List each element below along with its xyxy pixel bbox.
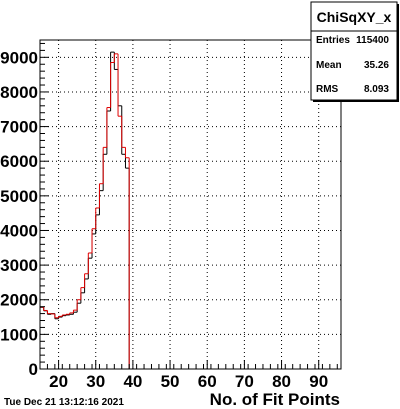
y-tick-label-4: 4000 [0, 221, 38, 240]
y-tick-label-9: 9000 [0, 48, 38, 67]
y-tick-label-0: 0 [29, 360, 38, 379]
stats-value-mean: 35.26 [364, 60, 389, 71]
x-tick-label-0: 20 [49, 372, 68, 391]
stats-label-mean: Mean [316, 60, 342, 71]
y-tick-label-6: 6000 [0, 152, 38, 171]
x-tick-labels: 20 30 40 50 60 70 80 90 [49, 372, 328, 391]
x-tick-label-5: 70 [235, 372, 254, 391]
stats-label-entries: Entries [316, 35, 350, 46]
y-tick-labels: 0 1000 2000 3000 4000 5000 6000 7000 8000 9000 [0, 48, 38, 379]
x-axis-title: No. of Fit Points [210, 390, 340, 409]
x-tick-label-4: 60 [198, 372, 217, 391]
x-tick-label-6: 80 [272, 372, 291, 391]
stats-box-title: ChiSqXY_x [317, 9, 392, 25]
grid [40, 40, 341, 369]
timestamp: Tue Dec 21 13:12:16 2021 [4, 397, 124, 408]
axis-ticks [39, 42, 338, 370]
x-tick-label-1: 30 [86, 372, 105, 391]
y-tick-label-8: 8000 [0, 83, 38, 102]
y-tick-label-2: 2000 [0, 291, 38, 310]
stats-value-entries: 115400 [356, 35, 389, 46]
stats-box-shadow-bottom [313, 100, 399, 102]
y-tick-label-7: 7000 [0, 118, 38, 137]
x-tick-label-7: 90 [309, 372, 328, 391]
stats-label-rms: RMS [316, 84, 339, 95]
stats-box-shadow-right [397, 4, 399, 102]
plot-frame-background [40, 40, 341, 369]
plot-frame [39, 39, 342, 370]
x-tick-label-2: 40 [123, 372, 142, 391]
y-tick-label-5: 5000 [0, 187, 38, 206]
y-tick-label-1: 1000 [0, 325, 38, 344]
stats-value-rms: 8.093 [364, 84, 389, 95]
y-tick-label-3: 3000 [0, 256, 38, 275]
x-tick-label-3: 50 [161, 372, 180, 391]
stats-box: ChiSqXY_x Entries 115400 Mean 35.26 RMS … [310, 1, 399, 102]
stats-box-frame [310, 1, 398, 101]
